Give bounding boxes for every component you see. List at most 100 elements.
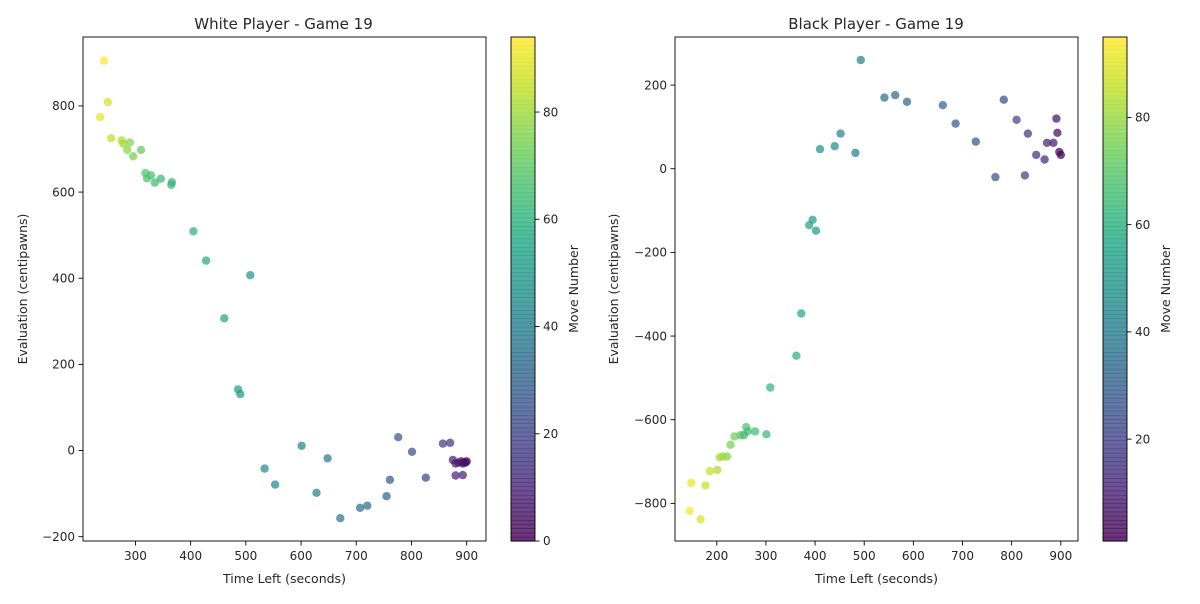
white-colorbar-swatch [511, 452, 535, 458]
black-colorbar-swatch [1103, 389, 1127, 395]
black-colorbar-swatch [1103, 440, 1127, 445]
white-colorbar-swatch [511, 184, 535, 189]
white-colorbar-swatch [511, 431, 535, 437]
black-colorbar-swatch [1103, 108, 1127, 114]
white-y-tick-label: 600 [52, 185, 75, 199]
black-colorbar-swatch [1103, 179, 1127, 185]
black-colorbar-swatch [1103, 112, 1127, 118]
black-colorbar-swatch [1103, 490, 1127, 496]
white-colorbar-swatch [511, 310, 535, 315]
white-colorbar-swatch [511, 129, 535, 135]
white-y-tick-label: 800 [52, 99, 75, 113]
white-colorbar-swatch [511, 352, 535, 357]
black-colorbar-swatch [1103, 398, 1127, 403]
white-data-point [382, 492, 391, 501]
black-data-point [805, 221, 814, 230]
white-colorbar-swatch [511, 402, 535, 408]
white-colorbar-swatch [511, 213, 535, 219]
white-data-point [458, 470, 467, 480]
black-colorbar-swatch [1103, 301, 1127, 307]
white-colorbar-swatch [511, 142, 535, 147]
black-colorbar-swatch [1103, 83, 1127, 88]
white-colorbar-swatch [511, 158, 535, 164]
black-data-point [701, 481, 710, 490]
white-colorbar-swatch [511, 133, 535, 139]
black-colorbar-tick-label: 80 [1135, 111, 1150, 125]
black-colorbar-swatch [1103, 171, 1127, 177]
white-colorbar-swatch [511, 179, 535, 185]
black-colorbar-swatch [1103, 268, 1127, 273]
white-data-point [103, 97, 113, 107]
white-data-point [385, 475, 395, 484]
white-colorbar-swatch [511, 356, 535, 361]
black-y-tick-label: −400 [634, 329, 667, 343]
black-data-point [971, 137, 980, 146]
white-colorbar-swatch [511, 62, 535, 67]
black-data-point [1053, 128, 1062, 137]
white-colorbar-swatch [511, 209, 535, 214]
white-colorbar-swatch [511, 297, 535, 303]
white-colorbar-swatch [511, 284, 535, 290]
white-data-point [141, 168, 150, 178]
white-colorbar-swatch [511, 305, 535, 311]
white-colorbar-swatch [511, 461, 535, 466]
black-colorbar-swatch [1103, 377, 1127, 382]
black-colorbar-swatch [1103, 251, 1127, 256]
white-colorbar-swatch [511, 272, 535, 277]
white-colorbar-swatch [511, 347, 535, 353]
white-colorbar-swatch [511, 326, 535, 332]
white-data-point [156, 174, 165, 183]
white-colorbar-swatch [511, 482, 535, 487]
white-data-point [136, 145, 146, 155]
black-colorbar-swatch [1103, 482, 1127, 487]
black-colorbar-frame [1102, 36, 1128, 542]
black-colorbar-swatch [1103, 473, 1127, 479]
white-x-axis-label: Time Left (seconds) [222, 571, 346, 586]
white-colorbar-swatch [511, 226, 535, 231]
black-data-point [715, 453, 724, 462]
black-data-point [1049, 138, 1058, 147]
black-colorbar-swatch [1103, 213, 1127, 219]
black-colorbar-swatch [1103, 45, 1127, 51]
black-colorbar-swatch [1103, 335, 1127, 340]
black-colorbar-swatch [1103, 163, 1127, 168]
black-colorbar-swatch [1103, 209, 1127, 214]
black-data-point [713, 465, 722, 475]
white-colorbar-swatch [511, 154, 535, 160]
black-colorbar-swatch [1103, 310, 1127, 315]
white-colorbar-swatch [511, 398, 535, 403]
black-colorbar-swatch [1103, 226, 1127, 231]
black-colorbar-swatch [1103, 284, 1127, 290]
black-colorbar-swatch [1103, 247, 1127, 252]
white-colorbar-swatch [511, 515, 535, 521]
white-data-point [246, 271, 255, 280]
black-colorbar-swatch [1103, 444, 1127, 450]
black-colorbar-swatch [1103, 486, 1127, 492]
black-y-ticks: −800 −600 −400 −200 0 200 [634, 78, 675, 511]
black-x-tick-label: 600 [902, 549, 925, 563]
black-chart-title: Black Player - Game 19 [788, 15, 964, 33]
black-y-tick-label: 200 [644, 78, 667, 92]
black-colorbar-swatch [1103, 70, 1127, 76]
white-x-tick-label: 600 [290, 549, 313, 563]
white-colorbar: 0 20 40 60 80 [510, 36, 558, 548]
black-data-point [726, 440, 735, 449]
black-colorbar-swatch [1103, 58, 1127, 63]
black-colorbar-swatch [1103, 314, 1127, 319]
black-colorbar-swatch [1103, 536, 1127, 542]
black-colorbar-swatch [1103, 394, 1127, 399]
white-colorbar-tick-label: 40 [543, 320, 558, 334]
white-colorbar-swatch [511, 116, 535, 122]
white-y-ticks: −200 0 200 400 600 800 [42, 99, 83, 544]
black-data-point [815, 144, 825, 154]
black-data-point [1042, 138, 1052, 147]
white-colorbar-swatch [511, 444, 535, 450]
white-colorbar-swatch [511, 331, 535, 336]
black-colorbar-tick-label: 60 [1135, 218, 1150, 232]
white-colorbar-swatch [511, 163, 535, 168]
black-colorbar-swatch [1103, 478, 1127, 483]
black-data-point [750, 427, 760, 436]
white-data-point [189, 227, 198, 236]
black-data-point [851, 148, 860, 158]
